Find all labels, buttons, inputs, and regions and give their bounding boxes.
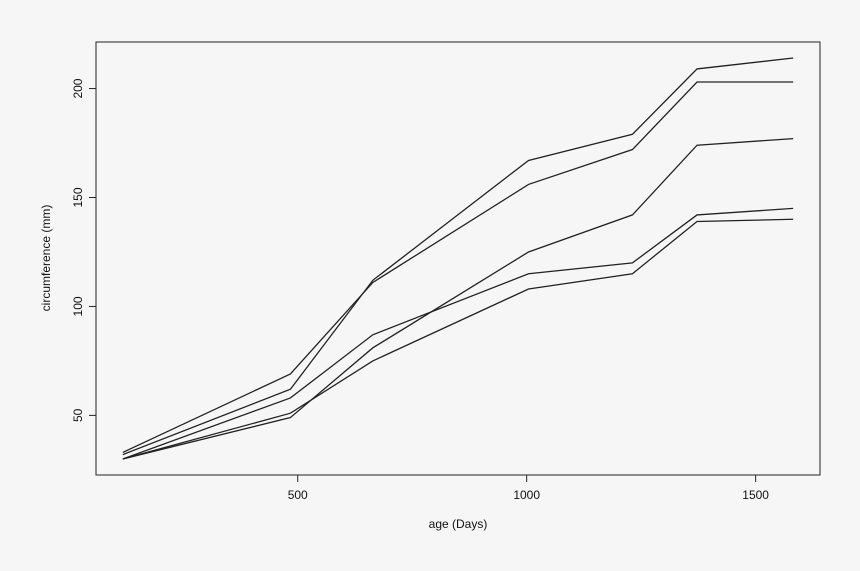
series-line (122, 81, 794, 454)
y-tick-label: 200 (71, 78, 85, 98)
x-tick-label: 1500 (742, 488, 769, 502)
x-tick-label: 1000 (513, 488, 540, 502)
series-line (122, 138, 794, 460)
y-tick-label: 150 (71, 187, 85, 207)
series-line (122, 57, 794, 456)
x-axis-label: age (Days) (429, 517, 488, 531)
y-axis-label: circumference (mm) (39, 205, 53, 312)
x-tick-label: 500 (288, 488, 308, 502)
series-line (122, 218, 794, 460)
series-line (122, 207, 794, 460)
y-tick-label: 100 (71, 296, 85, 316)
plot-frame (95, 41, 821, 476)
y-tick-label: 50 (71, 408, 85, 422)
